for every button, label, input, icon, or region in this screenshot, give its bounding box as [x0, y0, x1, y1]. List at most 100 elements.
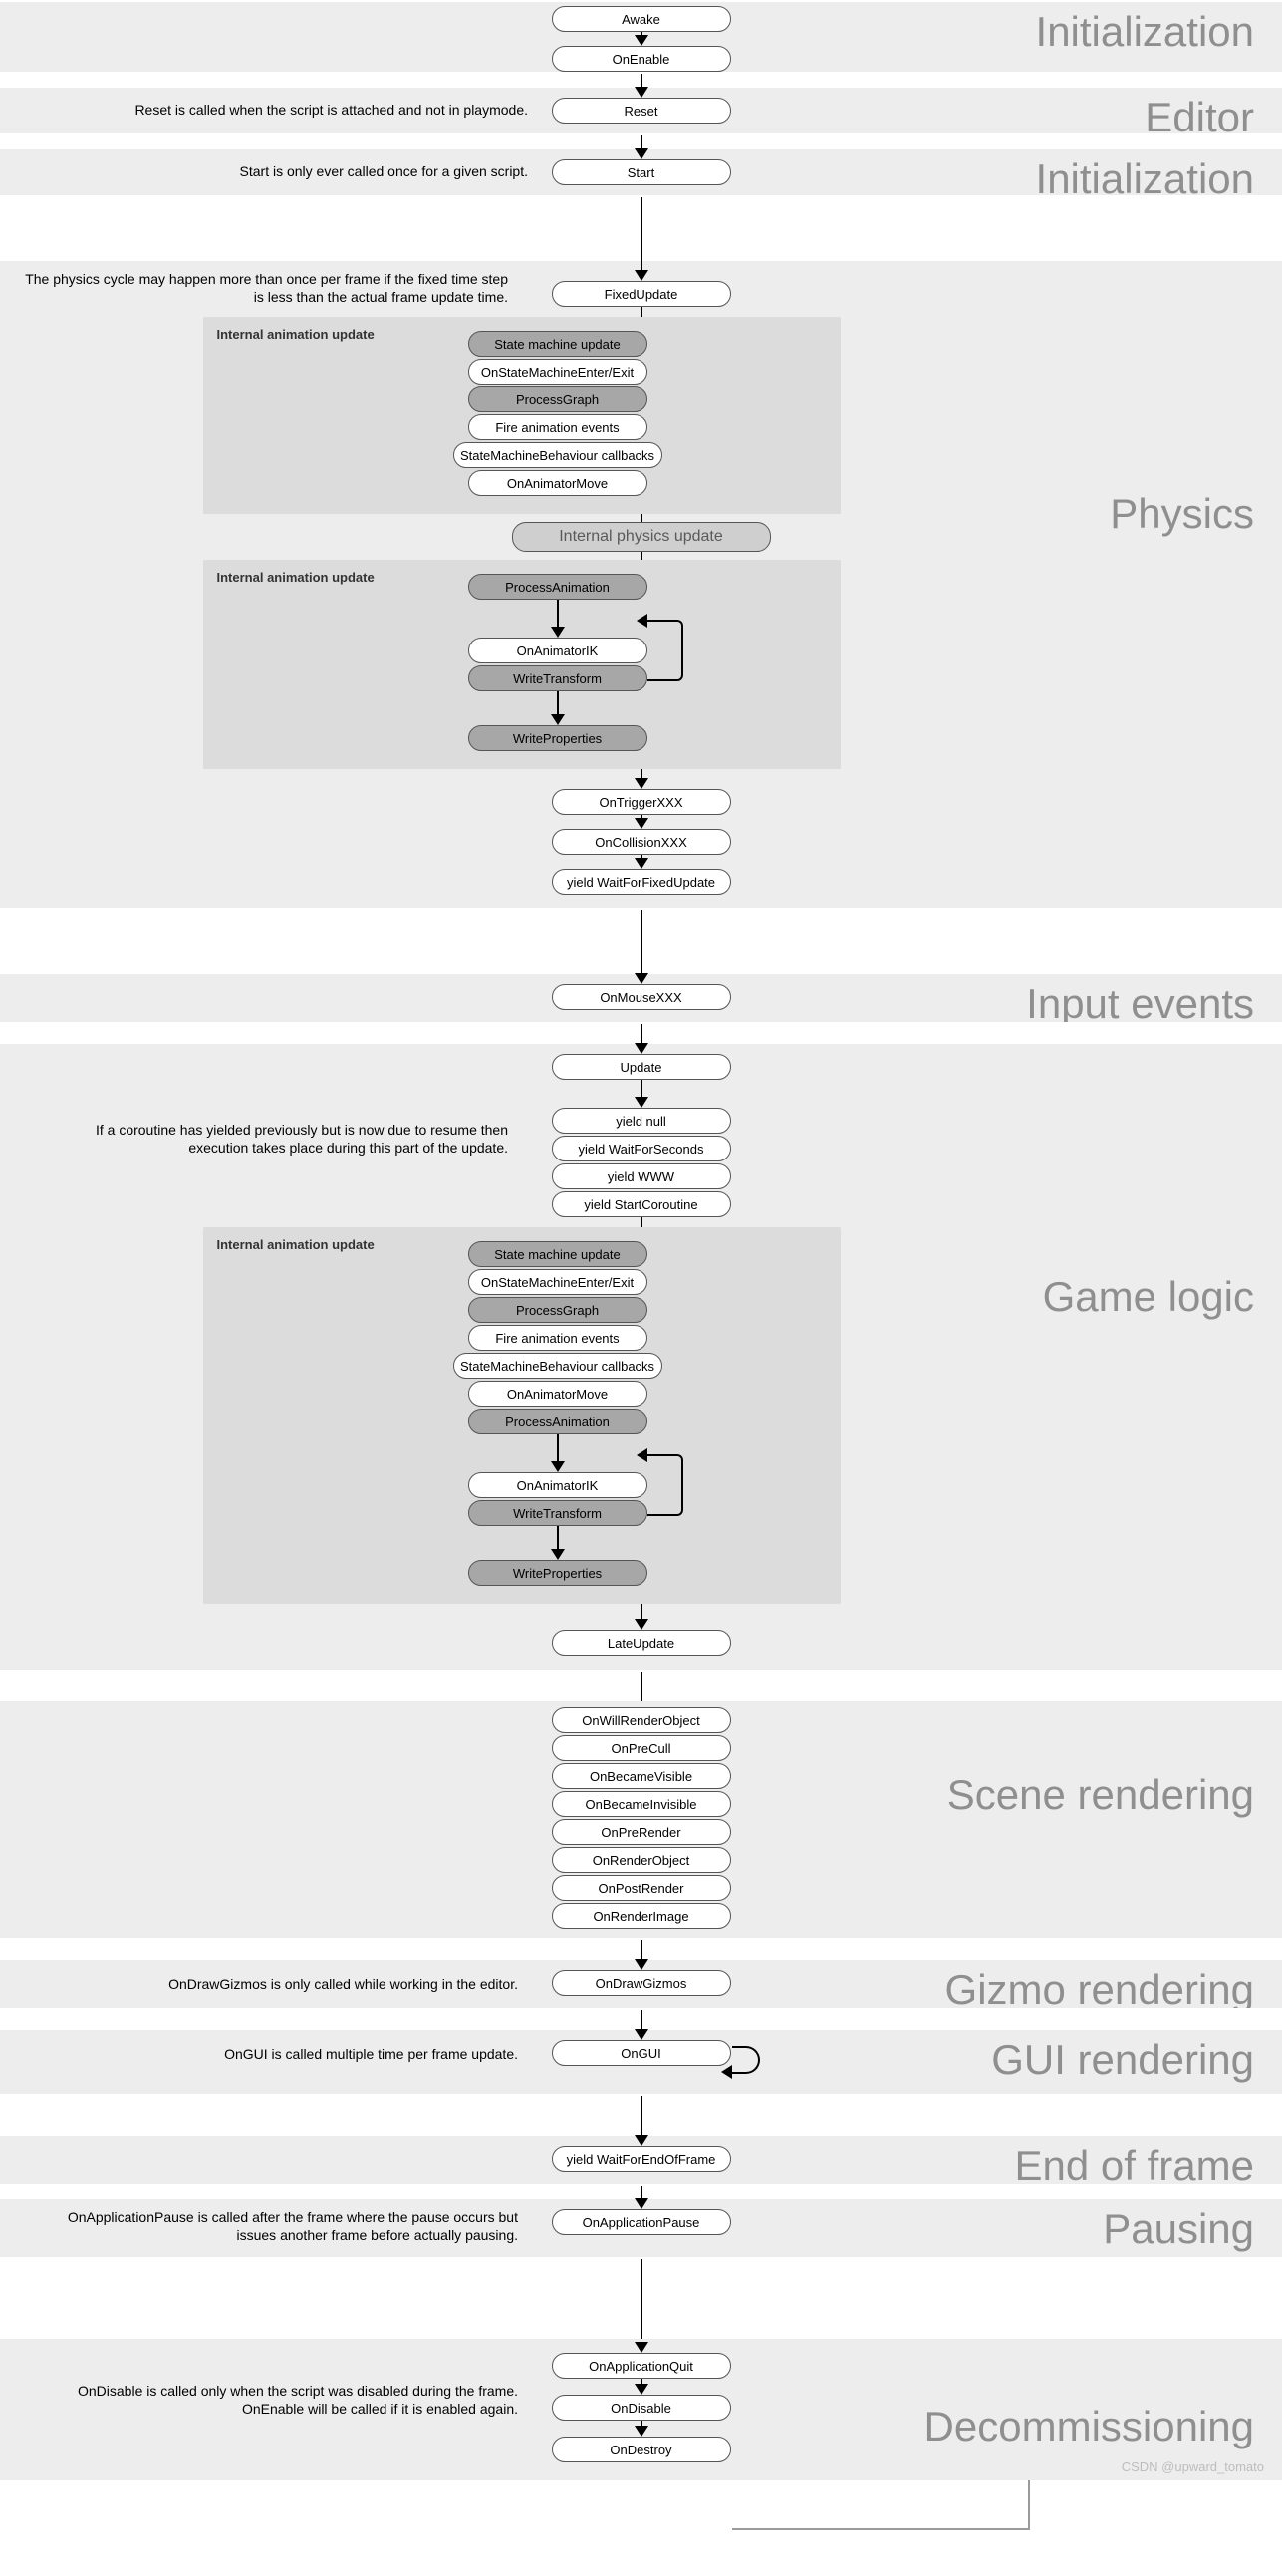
section-input: Input events OnMouseXXX — [0, 972, 1282, 1022]
node-onenable: OnEnable — [552, 46, 731, 72]
section-eof: End of frame yield WaitForEndOfFrame — [0, 2134, 1282, 2184]
spacer — [0, 2257, 1282, 2337]
arrow — [635, 148, 648, 159]
node-ontrigger: OnTriggerXXX — [552, 789, 731, 815]
node-processanimation: ProcessAnimation — [468, 574, 647, 600]
node-internal-physics: Internal physics update — [512, 522, 771, 552]
node-ondrawgizmos: OnDrawGizmos — [552, 1970, 731, 1996]
node-sm-behaviour-cb: StateMachineBehaviour callbacks — [453, 442, 662, 468]
node-yieldwww: yield WWW — [552, 1163, 731, 1189]
node-start: Start — [552, 159, 731, 185]
node-yieldnull: yield null — [552, 1108, 731, 1134]
node-writetransform: WriteTransform — [468, 1500, 647, 1526]
node-onanimatorik: OnAnimatorIK — [468, 1472, 647, 1498]
spacer — [0, 2008, 1282, 2028]
spacer — [0, 72, 1282, 86]
node-onanimatorik: OnAnimatorIK — [468, 638, 647, 663]
section-pausing: Pausing OnApplicationPause is called aft… — [0, 2197, 1282, 2257]
node-writeproperties: WriteProperties — [468, 1560, 647, 1586]
node-update: Update — [552, 1054, 731, 1080]
node-fire-anim-events: Fire animation events — [468, 414, 647, 440]
node-onanimatormove: OnAnimatorMove — [468, 1381, 647, 1407]
arrow — [635, 1043, 648, 1054]
arrow — [635, 2198, 648, 2209]
node-state-machine-update: State machine update — [468, 331, 647, 357]
node-onrenderimage: OnRenderImage — [552, 1903, 731, 1929]
arrow — [635, 2342, 648, 2353]
node-yield-eof: yield WaitForEndOfFrame — [552, 2146, 731, 2172]
arrow — [635, 35, 648, 46]
node-awake: Awake — [552, 6, 731, 32]
node-onapppause: OnApplicationPause — [552, 2209, 731, 2235]
node-reset: Reset — [552, 98, 731, 124]
loop-ongui — [732, 2046, 760, 2074]
spacer — [0, 195, 1282, 259]
arrow — [635, 2426, 648, 2437]
node-ongui: OnGUI — [552, 2040, 731, 2066]
arrow — [635, 818, 648, 829]
node-processgraph: ProcessGraph — [468, 1297, 647, 1323]
section-physics: Physics The physics cycle may happen mor… — [0, 259, 1282, 908]
arrow — [551, 1549, 565, 1560]
spacer — [0, 1022, 1282, 1042]
node-writetransform: WriteTransform — [468, 665, 647, 691]
node-sm-behaviour-cb: StateMachineBehaviour callbacks — [453, 1353, 662, 1379]
spacer — [0, 1670, 1282, 1699]
node-onrenderobject: OnRenderObject — [552, 1847, 731, 1873]
node-ondestroy: OnDestroy — [552, 2437, 731, 2462]
spacer — [0, 2094, 1282, 2134]
arrow — [635, 2384, 648, 2395]
arrow — [551, 714, 565, 725]
spacer — [0, 2184, 1282, 2197]
section-initialization-2: Initialization Start is only ever called… — [0, 147, 1282, 195]
node-oncollision: OnCollisionXXX — [552, 829, 731, 855]
group-label: Internal animation update — [217, 570, 375, 585]
arrow — [635, 1959, 648, 1970]
section-gui: GUI rendering OnGUI is called multiple t… — [0, 2028, 1282, 2094]
arrow — [635, 270, 648, 281]
spacer — [0, 133, 1282, 147]
loop-destroy-to-awake-hb — [732, 2528, 1030, 2530]
group-internal-anim-1: Internal animation update State machine … — [203, 317, 841, 514]
loop-ik-2 — [647, 1454, 683, 1516]
node-processgraph: ProcessGraph — [468, 386, 647, 412]
arrow — [635, 87, 648, 98]
node-onpostrender: OnPostRender — [552, 1875, 731, 1901]
arrow — [551, 627, 565, 638]
node-yieldwfs: yield WaitForSeconds — [552, 1136, 731, 1161]
section-initialization-1: Initialization Awake OnEnable — [0, 0, 1282, 72]
group-internal-anim-3: Internal animation update State machine … — [203, 1227, 841, 1604]
node-processanimation: ProcessAnimation — [468, 1409, 647, 1434]
node-onbecameinvisible: OnBecameInvisible — [552, 1791, 731, 1817]
node-yield-waitfixed: yield WaitForFixedUpdate — [552, 869, 731, 895]
node-onappquit: OnApplicationQuit — [552, 2353, 731, 2379]
node-onprerender: OnPreRender — [552, 1819, 731, 1845]
node-writeproperties: WriteProperties — [468, 725, 647, 751]
node-fixedupdate: FixedUpdate — [552, 281, 731, 307]
arrow — [635, 2029, 648, 2040]
arrow — [635, 973, 648, 984]
section-gamelogic: Game logic If a coroutine has yielded pr… — [0, 1042, 1282, 1670]
section-gizmo: Gizmo rendering OnDrawGizmos is only cal… — [0, 1958, 1282, 2008]
node-onmouse: OnMouseXXX — [552, 984, 731, 1010]
node-onprecull: OnPreCull — [552, 1735, 731, 1761]
group-label: Internal animation update — [217, 327, 375, 342]
node-ondisable: OnDisable — [552, 2395, 731, 2421]
node-yieldstart: yield StartCoroutine — [552, 1191, 731, 1217]
node-fire-anim-events: Fire animation events — [468, 1325, 647, 1351]
node-onsm-enterexit: OnStateMachineEnter/Exit — [468, 359, 647, 385]
section-scene: Scene rendering OnWillRenderObject OnPre… — [0, 1699, 1282, 1938]
section-decom: Decommissioning OnDisable is called only… — [0, 2337, 1282, 2480]
node-lateupdate: LateUpdate — [552, 1630, 731, 1656]
arrow — [635, 858, 648, 869]
node-onsm-enterexit: OnStateMachineEnter/Exit — [468, 1269, 647, 1295]
node-state-machine-update: State machine update — [468, 1241, 647, 1267]
group-label: Internal animation update — [217, 1237, 375, 1252]
arrow — [551, 1461, 565, 1472]
arrow — [635, 778, 648, 789]
node-onbecamevisible: OnBecameVisible — [552, 1763, 731, 1789]
spacer — [0, 908, 1282, 972]
section-editor: Editor Reset is called when the script i… — [0, 86, 1282, 133]
group-internal-anim-2: Internal animation update ProcessAnimati… — [203, 560, 841, 769]
node-onanimatormove: OnAnimatorMove — [468, 470, 647, 496]
